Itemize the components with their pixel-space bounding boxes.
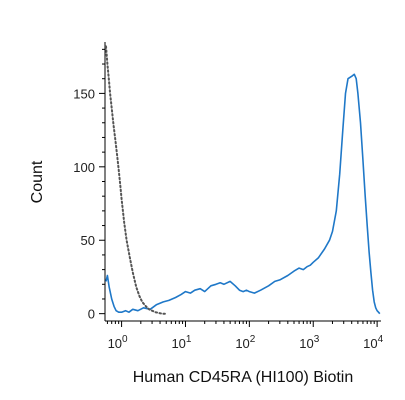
x-axis-title: Human CD45RA (HI100) Biotin [133,369,354,386]
x-tick-label: 100 [108,334,128,351]
y-tick-label: 150 [73,86,95,101]
x-tick-label: 103 [299,334,319,351]
x-tick-label: 104 [363,334,383,351]
x-tick-label: 101 [171,334,191,351]
y-ticks: 0 50 100 150 [73,48,105,322]
y-tick-label: 0 [88,307,95,322]
control-histogram-line [105,45,168,315]
y-tick-label: 50 [81,233,95,248]
x-ticks: 100 101 102 103 104 [108,321,384,351]
y-axis-title: Count [29,160,46,203]
stained-histogram-line [105,73,381,315]
x-minor-ticks [106,321,375,324]
y-tick-label: 100 [73,160,95,175]
series-layer [105,45,381,315]
x-tick-label: 102 [235,334,255,351]
